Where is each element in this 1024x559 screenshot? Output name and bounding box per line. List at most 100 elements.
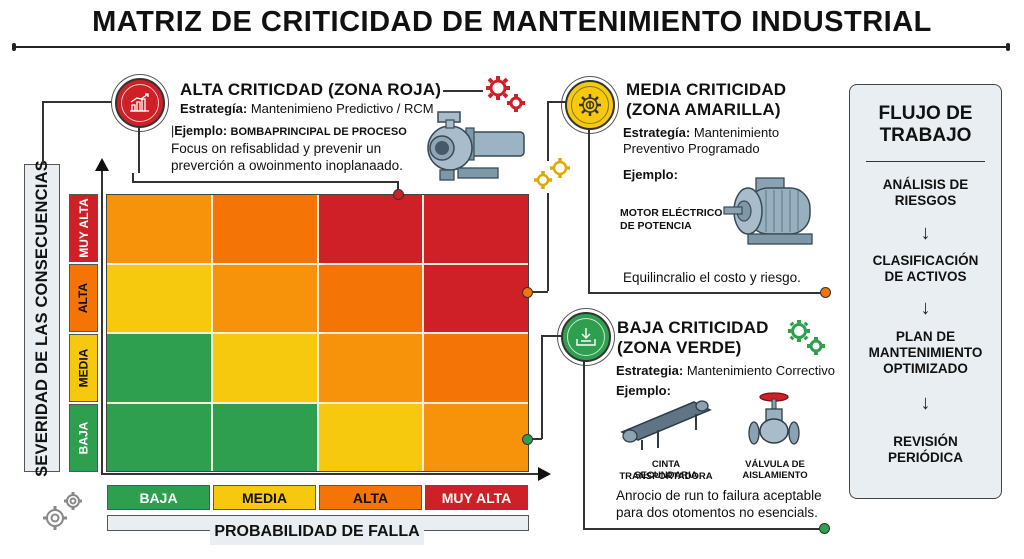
workflow-title: FLUJO DE TRABAJO (850, 103, 1001, 147)
low-zone-example-1-line-1: CINTA TRANSPORTADORA (619, 459, 713, 482)
example-value: BOMBAPRINCIPAL DE PROCESO (230, 126, 407, 138)
title-divider (12, 43, 1010, 51)
strategy-value: Mantenimiento Correctivo (686, 363, 835, 378)
connector-dot (393, 189, 404, 200)
workflow-step-asset-classification: CLASIFICACIÓN DE ACTIVOS (872, 253, 979, 284)
matrix-cell (107, 403, 211, 471)
medium-zone-example-2: DE POTENCIA (620, 220, 692, 232)
download-tray-icon (576, 328, 596, 346)
low-zone-title-2: (ZONA VERDE) (617, 338, 742, 357)
arrow-down-icon: ↓ (920, 297, 931, 319)
low-zone-title-1: BAJA CRITICIDAD (617, 318, 769, 337)
arrow-down-icon: ↓ (920, 392, 931, 414)
connector-dot (522, 434, 533, 445)
strategy-value: Mantenimieno Predictivo / RCM (250, 101, 434, 116)
strategy-value: Mantenimiento (693, 125, 780, 140)
low-zone-example-2-line-1: VÁLVULA DE (745, 459, 805, 470)
low-criticality-badge (561, 312, 611, 362)
workflow-title-line: TRABAJO (879, 125, 972, 146)
workflow-step-maintenance-plan: PLAN DE MANTENIMIENTO OPTIMIZADO (868, 329, 983, 376)
matrix-cell (212, 195, 317, 263)
low-zone-note-1: Anrocio de run to failura aceptable (616, 488, 822, 503)
high-zone-strategy: Estrategía: Mantenimieno Predictivo / RC… (180, 101, 434, 116)
electric-motor-image (723, 177, 813, 245)
workflow-title-line: FLUJO DE (878, 103, 973, 124)
connector-line (588, 292, 822, 294)
medium-zone-title-2: (ZONA AMARILLA) (626, 100, 781, 119)
centrifugal-pump-image (427, 111, 525, 181)
matrix-cell (107, 334, 211, 402)
x-axis-line (101, 473, 541, 475)
gear-icon (579, 94, 601, 116)
medium-zone-title-1: MEDIA CRITICIDAD (626, 80, 787, 99)
workflow-divider (866, 161, 985, 162)
connector-line (132, 173, 134, 182)
matrix-cell (212, 403, 317, 471)
matrix-cell (424, 195, 528, 263)
probability-label-baja: BAJA (107, 485, 210, 510)
workflow-step-risk-analysis: ANÁLISIS DE RIESGOS (882, 177, 969, 208)
low-zone-example-1-line-2: SECUNDARIA (634, 470, 698, 481)
matrix-cell (424, 403, 528, 471)
connector-line (443, 90, 483, 92)
gear-icon (43, 492, 82, 530)
matrix-cell (424, 264, 528, 332)
medium-zone-note: Equilincralio el costo y riesgo. (623, 270, 801, 285)
strategy-label: Estrategía: (623, 125, 691, 140)
matrix-cell (212, 334, 317, 402)
severity-label-media: MEDIA (69, 334, 98, 402)
y-axis-line (101, 168, 103, 474)
matrix-cell (318, 403, 423, 471)
low-zone-example-2-line-2: AISLAMIENTO (742, 470, 808, 481)
connector-line (583, 361, 585, 529)
connector-line (588, 129, 590, 293)
connector-line (547, 193, 549, 291)
arrow-down-icon: ↓ (920, 222, 931, 244)
gear-icon (534, 158, 570, 189)
matrix-cell (212, 264, 317, 332)
medium-zone-strategy-2: Preventivo Programado (623, 141, 760, 156)
connector-line (547, 101, 567, 103)
probability-label-muy-alta: MUY ALTA (425, 485, 528, 510)
gear-icon (486, 76, 525, 112)
medium-zone-example-1: MOTOR ELÉCTRICO (620, 207, 723, 219)
severity-label-muy-alta: MUY ALTA (69, 194, 98, 262)
connector-line (547, 101, 549, 161)
low-zone-note-2: para dos otomentos no esencials. (616, 505, 818, 520)
high-zone-example: |Ejemplo: BOMBAPRINCIPAL DE PROCESO (171, 124, 407, 138)
matrix-cell (318, 264, 423, 332)
connector-dot (819, 523, 830, 534)
low-zone-example-label: Ejemplo: (616, 383, 671, 398)
probability-label-media: MEDIA (213, 485, 316, 510)
severity-label-baja: BAJA (69, 404, 98, 472)
connector-dot (522, 287, 533, 298)
workflow-panel: FLUJO DE TRABAJO ANÁLISIS DE RIESGOS ↓ CL… (849, 84, 1002, 499)
example-label: Ejemplo: (174, 124, 228, 138)
gate-valve-image (748, 392, 800, 445)
workflow-step-periodic-review: REVISIÓN PERIÓDICA (887, 434, 963, 465)
matrix-cell (424, 334, 528, 402)
matrix-cell (107, 195, 211, 263)
medium-criticality-badge (565, 80, 615, 130)
y-axis-arrow-icon (95, 158, 109, 171)
bar-chart-growth-icon (130, 93, 149, 112)
high-criticality-badge (115, 78, 165, 128)
strategy-label: Estrategia: (616, 363, 684, 378)
matrix-cell (107, 264, 211, 332)
criticality-matrix (106, 194, 529, 472)
connector-line (42, 101, 44, 164)
connector-line (529, 291, 548, 293)
high-zone-note-1: Focus on refisablidad y prevenir un (171, 141, 382, 156)
connector-line (132, 181, 398, 183)
medium-zone-strategy: Estrategía: Mantenimiento (623, 125, 779, 140)
connector-line (397, 181, 399, 191)
matrix-cell (318, 334, 423, 402)
high-zone-title: ALTA CRITICDAD (ZONA ROJA) (180, 80, 442, 99)
low-zone-strategy: Estrategia: Mantenimiento Correctivo (616, 363, 835, 378)
connector-line (529, 438, 542, 440)
probability-label-alta: ALTA (319, 485, 422, 510)
x-axis-arrow-icon (538, 467, 551, 481)
conveyor-belt-image (620, 400, 712, 450)
connector-line (583, 528, 821, 530)
medium-zone-example-label: Ejemplo: (623, 167, 678, 182)
